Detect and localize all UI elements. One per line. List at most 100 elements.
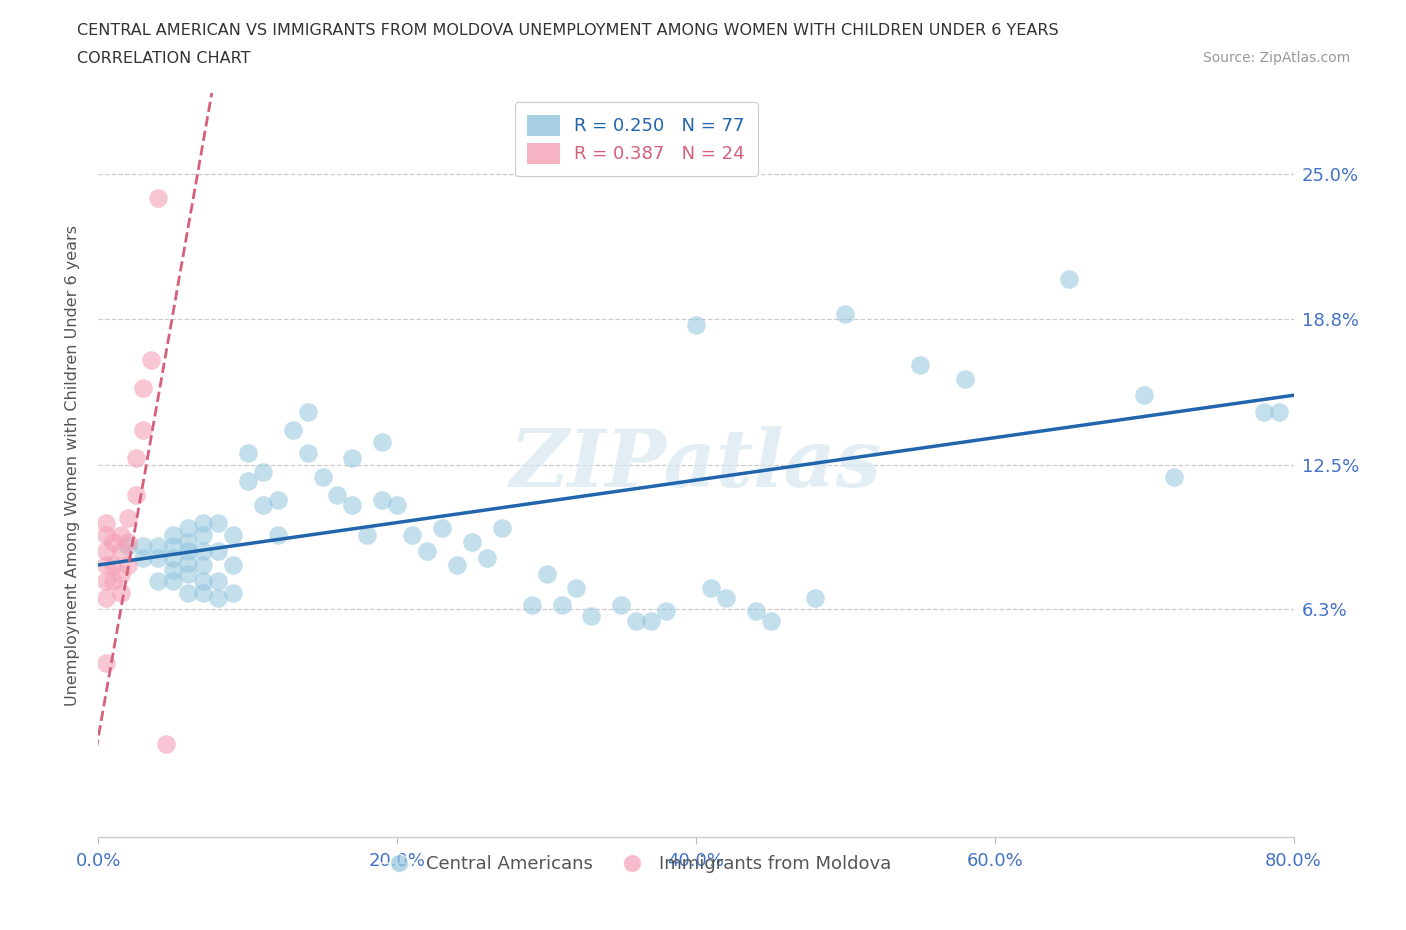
Point — [207, 574, 229, 589]
Text: CENTRAL AMERICAN VS IMMIGRANTS FROM MOLDOVA UNEMPLOYMENT AMONG WOMEN WITH CHILDR: CENTRAL AMERICAN VS IMMIGRANTS FROM MOLD… — [77, 23, 1059, 38]
Point — [236, 474, 259, 489]
Y-axis label: Unemployment Among Women with Children Under 6 years: Unemployment Among Women with Children U… — [65, 224, 80, 706]
Point — [311, 469, 333, 484]
Point — [132, 422, 155, 437]
Point — [162, 562, 184, 577]
Point — [342, 497, 364, 512]
Text: ZIPatlas: ZIPatlas — [510, 426, 882, 504]
Point — [804, 590, 827, 604]
Point — [1253, 404, 1275, 418]
Point — [356, 527, 378, 542]
Point — [110, 566, 132, 582]
Point — [162, 538, 184, 553]
Point — [371, 493, 394, 508]
Point — [550, 597, 572, 612]
Point — [1133, 388, 1156, 403]
Point — [132, 381, 155, 396]
Point — [326, 487, 349, 502]
Point — [191, 543, 214, 558]
Point — [610, 597, 633, 612]
Point — [430, 520, 453, 535]
Point — [177, 543, 200, 558]
Point — [117, 538, 139, 553]
Point — [148, 574, 170, 589]
Point — [281, 422, 304, 437]
Point — [191, 574, 214, 589]
Point — [162, 551, 184, 565]
Point — [236, 445, 259, 460]
Point — [834, 306, 856, 321]
Point — [125, 487, 148, 502]
Point — [252, 497, 274, 512]
Point — [94, 515, 117, 530]
Point — [953, 371, 976, 387]
Point — [191, 586, 214, 601]
Point — [416, 543, 439, 558]
Point — [1267, 404, 1289, 418]
Point — [191, 527, 214, 542]
Point — [401, 527, 423, 542]
Point — [267, 527, 290, 542]
Point — [110, 527, 132, 542]
Point — [191, 515, 214, 530]
Point — [581, 609, 603, 624]
Point — [267, 493, 290, 508]
Point — [759, 614, 782, 629]
Point — [117, 512, 139, 526]
Point — [655, 604, 678, 619]
Point — [177, 566, 200, 582]
Point — [342, 450, 364, 465]
Point — [148, 538, 170, 553]
Point — [520, 597, 543, 612]
Point — [132, 551, 155, 565]
Point — [640, 614, 662, 629]
Point — [371, 434, 394, 449]
Text: Source: ZipAtlas.com: Source: ZipAtlas.com — [1202, 51, 1350, 65]
Point — [685, 318, 707, 333]
Point — [148, 551, 170, 565]
Point — [207, 515, 229, 530]
Point — [222, 527, 245, 542]
Point — [148, 190, 170, 205]
Point — [177, 586, 200, 601]
Point — [94, 655, 117, 670]
Text: CORRELATION CHART: CORRELATION CHART — [77, 51, 250, 66]
Point — [117, 534, 139, 549]
Point — [297, 404, 319, 418]
Point — [94, 527, 117, 542]
Point — [1163, 469, 1185, 484]
Point — [177, 555, 200, 570]
Point — [745, 604, 768, 619]
Point — [162, 574, 184, 589]
Point — [491, 520, 513, 535]
Point — [714, 590, 737, 604]
Point — [461, 534, 484, 549]
Point — [94, 590, 117, 604]
Point — [139, 352, 162, 367]
Point — [222, 557, 245, 572]
Point — [297, 445, 319, 460]
Legend: Central Americans, Immigrants from Moldova: Central Americans, Immigrants from Moldo… — [374, 847, 898, 880]
Point — [700, 580, 723, 595]
Point — [222, 586, 245, 601]
Point — [191, 557, 214, 572]
Point — [177, 534, 200, 549]
Point — [908, 357, 931, 372]
Point — [155, 737, 177, 751]
Point — [1059, 272, 1081, 286]
Point — [475, 551, 498, 565]
Point — [536, 566, 558, 582]
Point — [252, 465, 274, 480]
Point — [117, 557, 139, 572]
Point — [110, 543, 132, 558]
Point — [207, 590, 229, 604]
Point — [94, 557, 117, 572]
Point — [385, 497, 409, 512]
Point — [162, 527, 184, 542]
Point — [103, 574, 125, 589]
Point — [177, 520, 200, 535]
Point — [110, 586, 132, 601]
Point — [94, 543, 117, 558]
Point — [103, 557, 125, 572]
Point — [94, 574, 117, 589]
